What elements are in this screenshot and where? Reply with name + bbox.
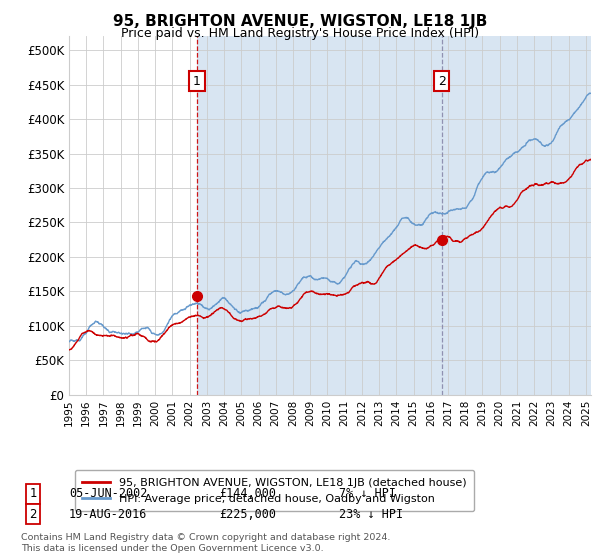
Text: 05-JUN-2002: 05-JUN-2002 [69,487,148,501]
Text: 2: 2 [437,74,446,88]
Text: 1: 1 [193,74,201,88]
Text: £225,000: £225,000 [219,507,276,521]
Text: Contains HM Land Registry data © Crown copyright and database right 2024.
This d: Contains HM Land Registry data © Crown c… [21,533,391,553]
Legend: 95, BRIGHTON AVENUE, WIGSTON, LE18 1JB (detached house), HPI: Average price, det: 95, BRIGHTON AVENUE, WIGSTON, LE18 1JB (… [74,470,475,511]
Text: Price paid vs. HM Land Registry's House Price Index (HPI): Price paid vs. HM Land Registry's House … [121,27,479,40]
Text: 1: 1 [29,487,37,501]
Text: £144,000: £144,000 [219,487,276,501]
Text: 95, BRIGHTON AVENUE, WIGSTON, LE18 1JB: 95, BRIGHTON AVENUE, WIGSTON, LE18 1JB [113,14,487,29]
Text: 19-AUG-2016: 19-AUG-2016 [69,507,148,521]
Bar [197,36,591,395]
Text: 7% ↓ HPI: 7% ↓ HPI [339,487,396,501]
Text: 2: 2 [29,507,37,521]
Text: 23% ↓ HPI: 23% ↓ HPI [339,507,403,521]
